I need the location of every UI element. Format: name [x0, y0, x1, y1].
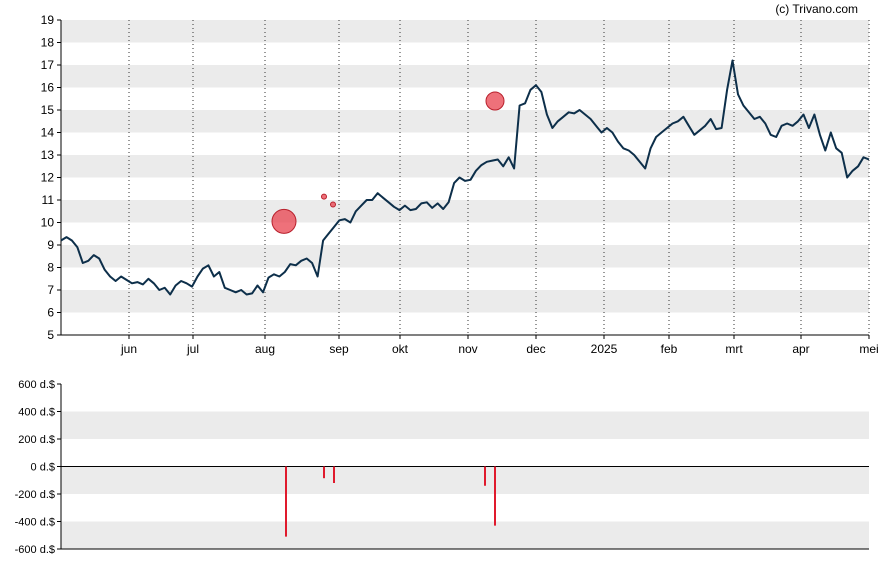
- price-x-tick-label: apr: [792, 342, 809, 356]
- price-y-tick-label: 10: [41, 216, 55, 230]
- price-grid-band: [61, 110, 869, 133]
- price-x-tick-label: 2025: [591, 342, 618, 356]
- volume-grid-band: [61, 466, 869, 494]
- volume-grid-band: [61, 411, 869, 439]
- price-y-tick-label: 14: [41, 126, 55, 140]
- volume-y-tick-label: 200 d.$: [18, 434, 55, 446]
- price-x-tick-label: mrt: [725, 342, 743, 356]
- trade-marker: [330, 201, 336, 208]
- price-y-tick-label: 11: [42, 193, 55, 207]
- price-y-tick-label: 13: [41, 148, 55, 162]
- price-y-tick-label: 18: [41, 36, 55, 50]
- price-x-tick-label: nov: [458, 342, 477, 356]
- price-y-tick-label: 7: [47, 283, 54, 297]
- trade-marker: [271, 208, 297, 234]
- price-grid-band: [61, 200, 869, 223]
- volume-y-tick-label: 600 d.$: [18, 379, 55, 391]
- volume-bar: [285, 466, 287, 537]
- volume-bar: [323, 466, 325, 479]
- credit-label: (c) Trivano.com: [775, 2, 858, 16]
- volume-bar: [484, 466, 486, 486]
- price-x-tick-label: dec: [526, 342, 545, 356]
- price-x-tick-label: feb: [661, 342, 678, 356]
- volume-bar: [333, 466, 335, 483]
- volume-y-tick-label: -400 d.$: [15, 517, 55, 529]
- price-x-tick-label: sep: [329, 342, 349, 356]
- price-y-tick-label: 6: [47, 306, 54, 320]
- price-grid-band: [61, 20, 869, 43]
- price-y-tick-label: 15: [41, 103, 55, 117]
- price-y-tick-label: 16: [41, 81, 55, 95]
- price-x-tick-label: okt: [392, 342, 409, 356]
- price-y-tick-label: 8: [47, 261, 54, 275]
- price-x-tick-label: jun: [120, 342, 137, 356]
- volume-grid-band: [61, 521, 869, 549]
- volume-y-tick-label: 0 d.$: [31, 462, 55, 474]
- price-x-tick-label: jul: [186, 342, 199, 356]
- price-x-tick-label: aug: [255, 342, 275, 356]
- price-y-tick-label: 19: [41, 13, 55, 27]
- price-x-tick-label: mei: [859, 342, 878, 356]
- price-grid-band: [61, 290, 869, 313]
- trade-marker: [485, 91, 505, 111]
- trade-marker: [321, 193, 327, 200]
- price-y-tick-label: 9: [47, 238, 54, 252]
- volume-y-tick-label: -200 d.$: [15, 489, 55, 501]
- volume-bar: [494, 466, 496, 526]
- price-line: [60, 59, 870, 296]
- price-grid-band: [61, 65, 869, 88]
- price-grid-band: [61, 155, 869, 178]
- price-y-tick-label: 12: [41, 171, 55, 185]
- volume-y-tick-label: -600 d.$: [15, 544, 55, 556]
- price-grid-band: [61, 245, 869, 268]
- volume-y-tick-label: 400 d.$: [18, 407, 55, 419]
- price-y-tick-label: 5: [47, 328, 54, 342]
- price-y-tick-label: 17: [41, 58, 55, 72]
